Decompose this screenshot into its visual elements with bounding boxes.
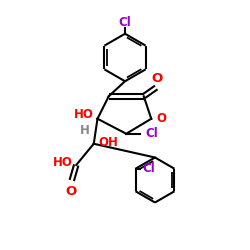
Text: HO: HO — [74, 108, 94, 121]
Text: Cl: Cl — [142, 162, 155, 175]
Text: Cl: Cl — [119, 16, 132, 29]
Text: O: O — [157, 112, 167, 125]
Text: O: O — [152, 72, 162, 85]
Text: Cl: Cl — [145, 127, 158, 140]
Text: O: O — [66, 185, 77, 198]
Text: OH: OH — [98, 136, 118, 149]
Text: HO: HO — [52, 156, 72, 168]
Text: H: H — [80, 124, 90, 137]
